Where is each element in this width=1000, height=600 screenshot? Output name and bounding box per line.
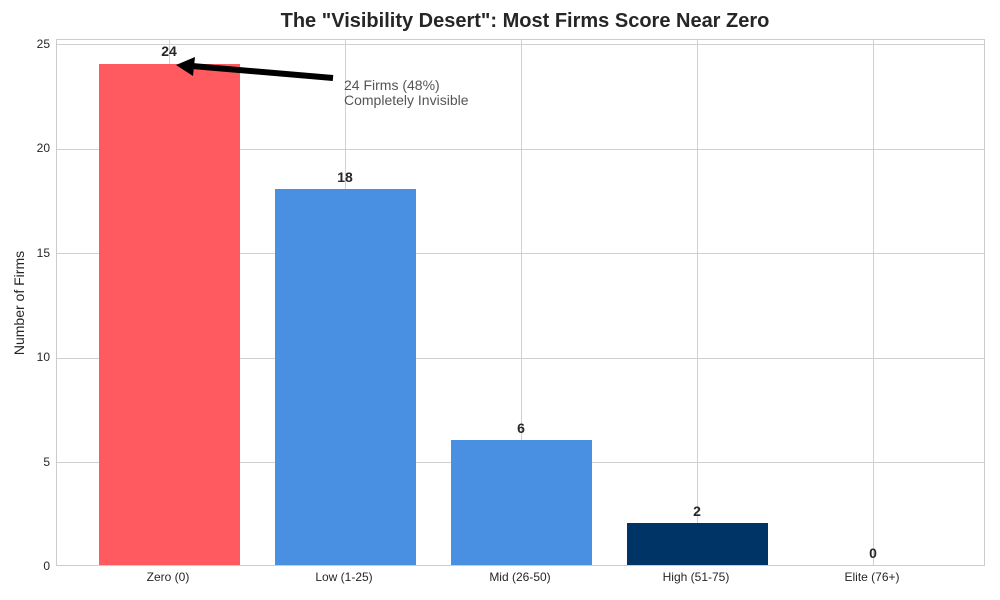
gridline-x-4	[873, 40, 874, 565]
value-label-mid: 6	[517, 420, 525, 436]
x-tick-low: Low (1-25)	[315, 570, 373, 584]
y-tick-20: 20	[36, 141, 50, 155]
y-tick-5: 5	[43, 455, 50, 469]
annotation-line-2: Completely Invisible	[344, 92, 469, 108]
value-label-zero: 24	[161, 43, 177, 59]
bar-zero	[99, 64, 240, 565]
y-tick-0: 0	[43, 559, 50, 573]
y-tick-15: 15	[36, 246, 50, 260]
gridline-x-3	[697, 40, 698, 565]
y-tick-25: 25	[36, 37, 50, 51]
bar-low	[275, 189, 416, 565]
x-tick-high: High (51-75)	[662, 570, 730, 584]
gridline-15	[57, 253, 984, 254]
value-label-elite: 0	[869, 545, 877, 561]
annotation-text: 24 Firms (48%) Completely Invisible	[344, 78, 469, 108]
gridline-20	[57, 149, 984, 150]
gridline-10	[57, 358, 984, 359]
plot-area: 24 18 6 2 0	[56, 39, 985, 566]
x-tick-zero: Zero (0)	[146, 570, 190, 584]
y-tick-10: 10	[36, 350, 50, 364]
x-tick-elite: Elite (76+)	[844, 570, 900, 584]
value-label-high: 2	[693, 503, 701, 519]
value-label-low: 18	[337, 169, 353, 185]
gridline-x-2	[521, 40, 522, 565]
bar-mid	[451, 440, 592, 565]
gridline-25	[57, 44, 984, 45]
chart-title: The "Visibility Desert": Most Firms Scor…	[280, 10, 770, 32]
annotation-line-1: 24 Firms (48%)	[344, 77, 440, 93]
x-tick-mid: Mid (26-50)	[489, 570, 551, 584]
bar-high	[627, 523, 768, 565]
